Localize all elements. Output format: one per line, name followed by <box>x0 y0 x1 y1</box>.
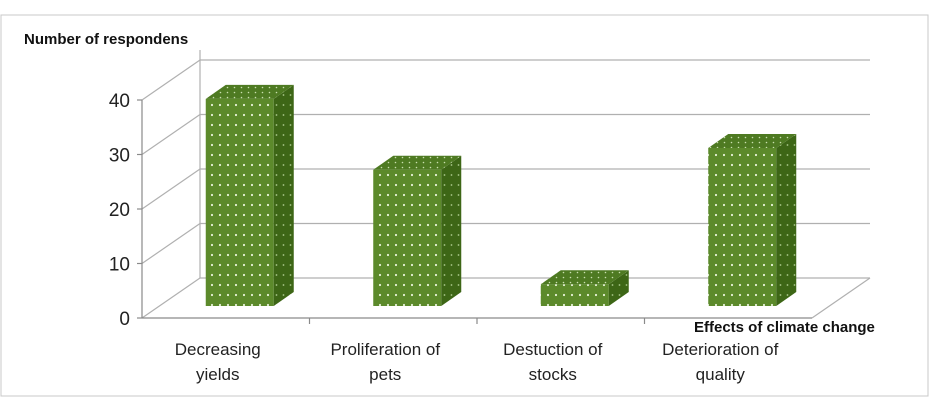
gridline-diagonal <box>141 277 201 319</box>
x-axis-title: Effects of climate change <box>694 319 875 336</box>
x-tick-label: stocks <box>529 365 577 384</box>
x-tick-label: Decreasing <box>175 340 261 359</box>
x-tick-label: pets <box>369 365 401 384</box>
bars <box>205 84 797 307</box>
bar-top <box>708 133 797 148</box>
x-tick-labels: Decreasing yields Proliferation of pets Dest… <box>175 340 779 384</box>
gridline-diagonal <box>141 114 201 155</box>
bar <box>708 133 797 306</box>
bar-top <box>205 84 294 99</box>
bar-side <box>441 155 462 306</box>
bar-front <box>540 284 609 306</box>
bar <box>373 155 462 306</box>
x-tick-label: Deterioration of <box>662 340 779 359</box>
bar-front <box>373 169 442 306</box>
y-tick-label: 40 <box>109 91 130 112</box>
chart-frame <box>0 14 929 397</box>
y-tick-label: 0 <box>119 309 130 330</box>
bar-front <box>708 147 777 306</box>
bar-side <box>776 133 797 306</box>
bar-front <box>205 98 274 307</box>
x-tick-label: quality <box>696 365 746 384</box>
bar <box>205 84 294 307</box>
y-tick-labels: 0 10 20 30 40 <box>109 91 130 330</box>
axes <box>137 99 812 324</box>
bar <box>540 270 629 306</box>
floor-edge <box>811 277 871 319</box>
gridline-diagonal <box>141 223 201 264</box>
x-tick-label: Proliferation of <box>330 340 440 359</box>
bar-top <box>540 270 629 285</box>
gridline-diagonal <box>141 59 201 101</box>
y-axis-title: Number of respondens <box>24 31 188 48</box>
y-tick-label: 20 <box>109 200 130 221</box>
x-tick-label: yields <box>196 365 239 384</box>
gridline-diagonal <box>141 168 201 210</box>
y-tick-label: 30 <box>109 146 130 167</box>
x-tick-label: Destuction of <box>503 340 602 359</box>
bar-side <box>608 270 629 306</box>
y-tick-label: 10 <box>109 255 130 276</box>
bar-side <box>273 84 294 307</box>
bar-top <box>373 155 462 170</box>
